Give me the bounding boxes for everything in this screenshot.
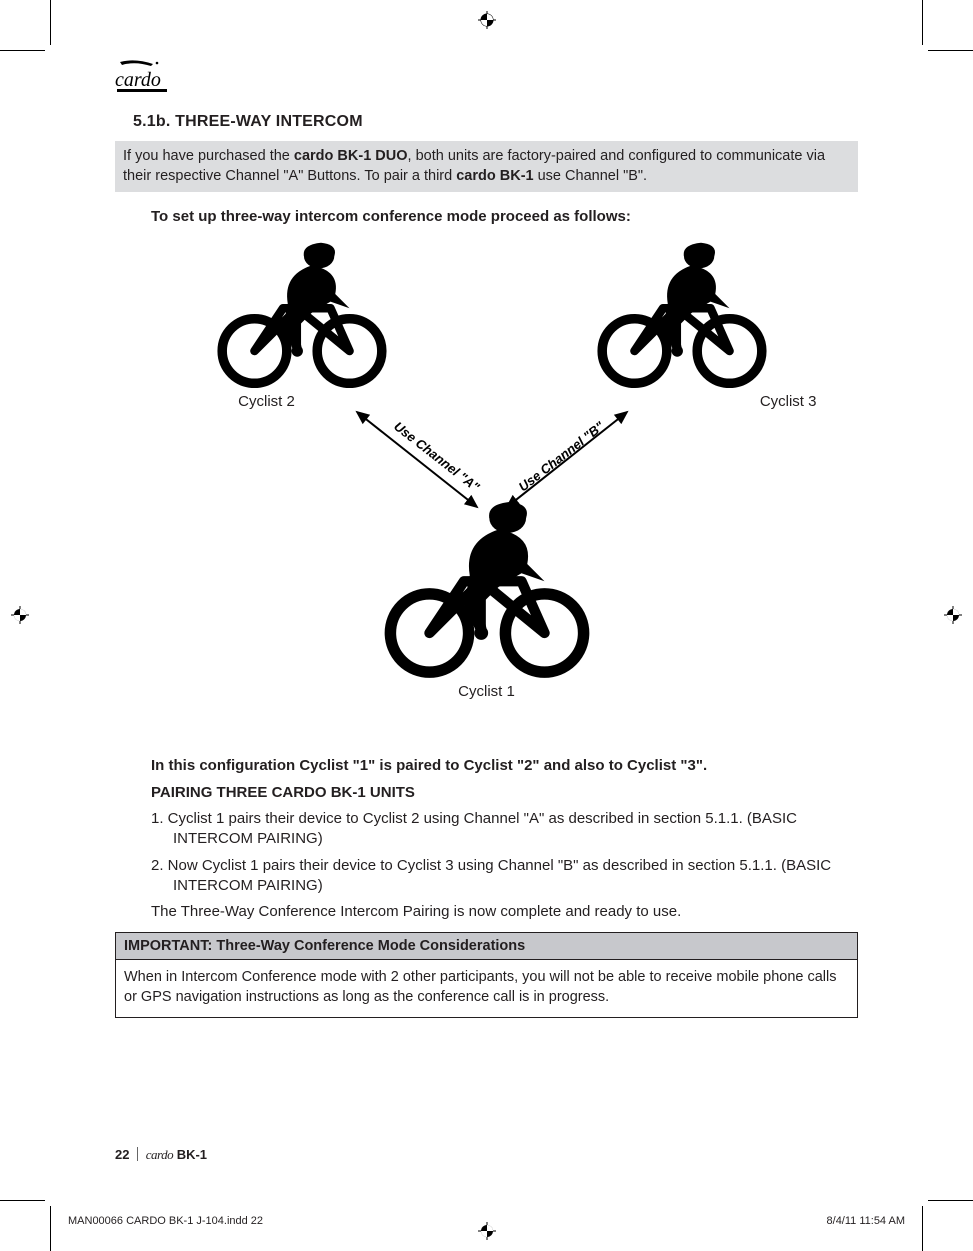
section-heading: 5.1b. THREE-WAY INTERCOM [133, 113, 858, 131]
cyclist-2-icon: Cyclist 2 [207, 237, 397, 410]
slug-timestamp: 8/4/11 11:54 AM [827, 1215, 905, 1227]
note-box: If you have purchased the cardo BK-1 DUO… [115, 141, 858, 192]
crop-mark [50, 1206, 51, 1251]
cyclist-2-label: Cyclist 2 [137, 393, 397, 410]
cyclist-3-icon: Cyclist 3 [587, 237, 777, 410]
step-1: 1. Cyclist 1 pairs their device to Cycli… [151, 809, 858, 848]
cyclist-1-label: Cyclist 1 [372, 683, 602, 700]
step-2: 2. Now Cyclist 1 pairs their device to C… [151, 856, 858, 895]
important-heading: IMPORTANT: Three-Way Conference Mode Con… [116, 933, 857, 960]
crop-mark [922, 1206, 923, 1251]
three-way-diagram: Use Channel "A" Use Channel "B" [207, 237, 767, 737]
cyclist-3-label: Cyclist 3 [587, 393, 837, 410]
crop-mark [922, 0, 923, 45]
intro-text: To set up three-way intercom conference … [151, 208, 858, 225]
complete-text: The Three-Way Conference Intercom Pairin… [151, 903, 858, 920]
footer-model: BK-1 [177, 1147, 207, 1162]
crop-mark [928, 1200, 973, 1201]
slug-filename: MAN00066 CARDO BK-1 J-104.indd 22 [68, 1215, 263, 1227]
registration-mark-icon [11, 606, 29, 624]
registration-mark-icon [944, 606, 962, 624]
channel-b-label: Use Channel "B" [479, 415, 649, 478]
important-box: IMPORTANT: Three-Way Conference Mode Con… [115, 932, 858, 1018]
logo-text: cardo [115, 69, 161, 91]
cyclist-1-icon: Cyclist 1 [372, 495, 602, 700]
registration-mark-icon [478, 1222, 496, 1240]
registration-mark-icon [478, 11, 496, 29]
crop-mark [928, 50, 973, 51]
crop-mark [50, 0, 51, 45]
footer-brand: cardo [146, 1147, 173, 1162]
page-footer: 22 cardo BK-1 [115, 1147, 207, 1163]
pairing-subheading: PAIRING THREE CARDO BK-1 UNITS [151, 784, 858, 801]
configuration-text: In this configuration Cyclist "1" is pai… [151, 757, 858, 774]
page-content: cardo 5.1b. THREE-WAY INTERCOM If you ha… [115, 60, 858, 1181]
crop-mark [0, 50, 45, 51]
page-number: 22 [115, 1147, 129, 1162]
important-body: When in Intercom Conference mode with 2 … [116, 960, 857, 1017]
crop-mark [0, 1200, 45, 1201]
cardo-logo: cardo [115, 60, 175, 99]
